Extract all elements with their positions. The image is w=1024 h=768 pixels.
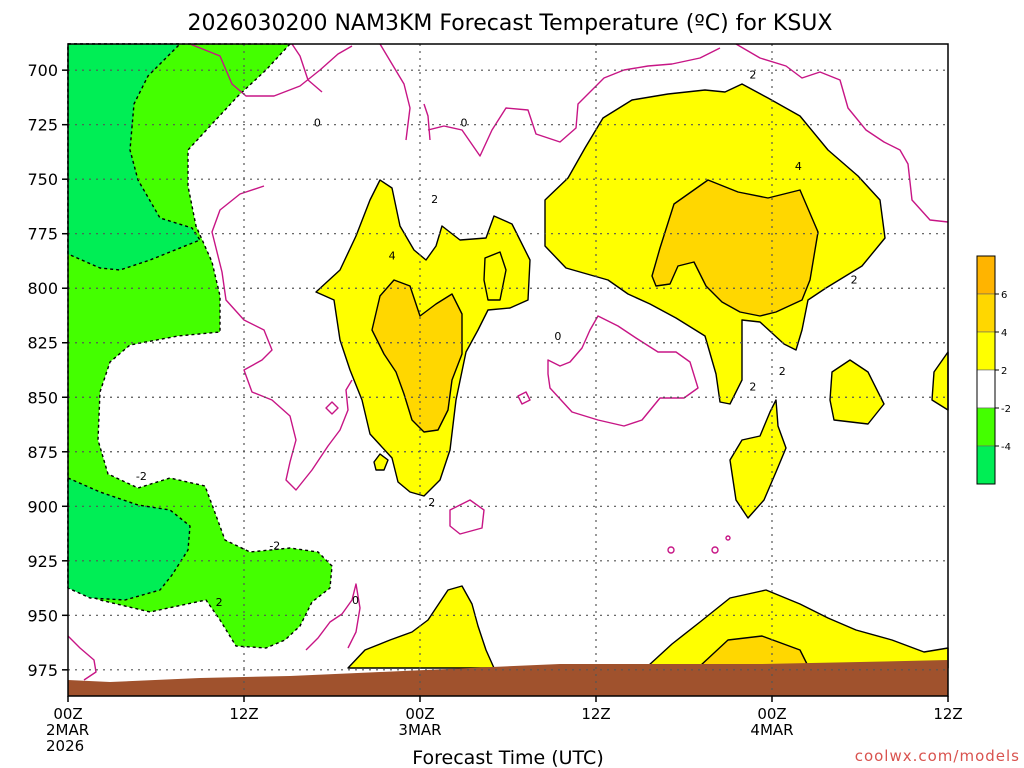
contour-label: 2: [431, 193, 438, 206]
region-2-4-near-ground: [347, 585, 495, 669]
colorbar-swatch: [976, 331, 996, 371]
x-tick-label: 00Z: [53, 705, 82, 723]
y-tick-label: 775: [27, 225, 58, 244]
region-4-6-center: [371, 279, 463, 433]
x-tick-label: 00Z: [757, 705, 786, 723]
region-4-6-right: [651, 179, 819, 317]
contour-label: 2: [749, 380, 756, 393]
x-tick-label: 2026: [46, 737, 84, 755]
contour-label: 2: [428, 496, 435, 509]
y-tick-label: 900: [27, 497, 58, 516]
x-tick-label: 12Z: [229, 705, 258, 723]
y-tick-label: 700: [27, 61, 58, 80]
colorbar-swatch: [976, 369, 996, 409]
region-2-4-small-right: [729, 359, 885, 519]
contour-label: -2: [269, 540, 280, 553]
contour-label: -2: [136, 470, 147, 483]
contour-zero-upper: [189, 43, 949, 223]
x-tick-label: 12Z: [581, 705, 610, 723]
colorbar: 6 4 2 -2 -4: [976, 255, 1011, 485]
contour-zero-lower-left: [67, 535, 731, 681]
contour-label: 0: [461, 117, 468, 130]
x-tick-label: 4MAR: [750, 721, 793, 739]
y-tick-label: 950: [27, 606, 58, 625]
contour-zero-middle: [211, 185, 699, 535]
y-tick-label: 800: [27, 279, 58, 298]
contour-label: 2: [749, 69, 756, 82]
x-tick-label: 2MAR: [46, 721, 89, 739]
y-tick-label: 975: [27, 661, 58, 680]
colorbar-label: 2: [1001, 366, 1007, 377]
contour-label: 2: [779, 365, 786, 378]
y-axis: 700 725 750 775 800 825 850 875 900 925 950 975: [27, 61, 68, 680]
contour-label: 0: [352, 594, 359, 607]
contour-label: 2: [216, 596, 223, 609]
x-tick-label: 00Z: [405, 705, 434, 723]
colorbar-swatch: [976, 407, 996, 447]
colorbar-swatch: [976, 445, 996, 485]
colorbar-label: -2: [1001, 404, 1011, 415]
plot-area: 0 0 2 4 2 4 2 0 2 2 -2 2 -2 2 0: [67, 43, 949, 697]
contour-labels: 0 0 2 4 2 4 2 0 2 2 -2 2 -2 2 0: [136, 69, 858, 610]
colorbar-label: 6: [1001, 290, 1007, 301]
ground-surface: [68, 660, 948, 696]
y-tick-label: 725: [27, 116, 58, 135]
y-tick-label: 750: [27, 170, 58, 189]
plot-frame: [67, 43, 949, 697]
x-axis-label: Forecast Time (UTC): [412, 747, 603, 768]
colorbar-swatch: [976, 293, 996, 333]
contour-label: 0: [554, 330, 561, 343]
y-tick-label: 925: [27, 552, 58, 571]
credit-text: coolwx.com/models: [855, 747, 1020, 765]
y-tick-label: 825: [27, 334, 58, 353]
x-tick-label: 12Z: [933, 705, 962, 723]
y-tick-label: 850: [27, 388, 58, 407]
colorbar-label: 4: [1001, 328, 1007, 339]
x-tick-label: 3MAR: [398, 721, 441, 739]
colorbar-label: -4: [1001, 442, 1011, 453]
colorbar-swatch: [976, 255, 996, 295]
contour-label: 2: [851, 274, 858, 287]
region-le-m4: [67, 43, 201, 601]
contour-label: 4: [389, 250, 396, 263]
chart-title: 2026030200 NAM3KM Forecast Temperature (…: [188, 11, 833, 36]
contour-label: 4: [795, 160, 802, 173]
contour-label: 0: [314, 117, 321, 130]
y-tick-label: 875: [27, 443, 58, 462]
region-2-4-near-ground-right: [373, 453, 389, 471]
